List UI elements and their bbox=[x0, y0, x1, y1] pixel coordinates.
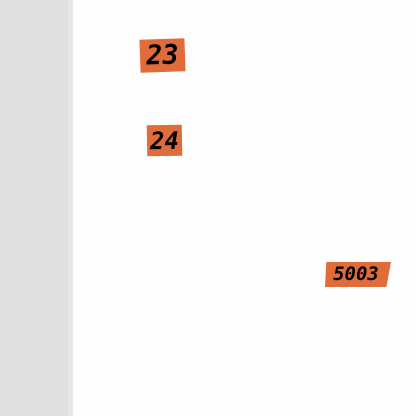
number-tag-5003[interactable]: 5003 bbox=[325, 262, 391, 287]
canvas-area bbox=[73, 0, 416, 416]
side-panel bbox=[0, 0, 68, 416]
number-tag-23[interactable]: 23 bbox=[139, 38, 186, 73]
number-tag-24[interactable]: 24 bbox=[146, 124, 183, 157]
side-panel-edge bbox=[68, 0, 73, 416]
